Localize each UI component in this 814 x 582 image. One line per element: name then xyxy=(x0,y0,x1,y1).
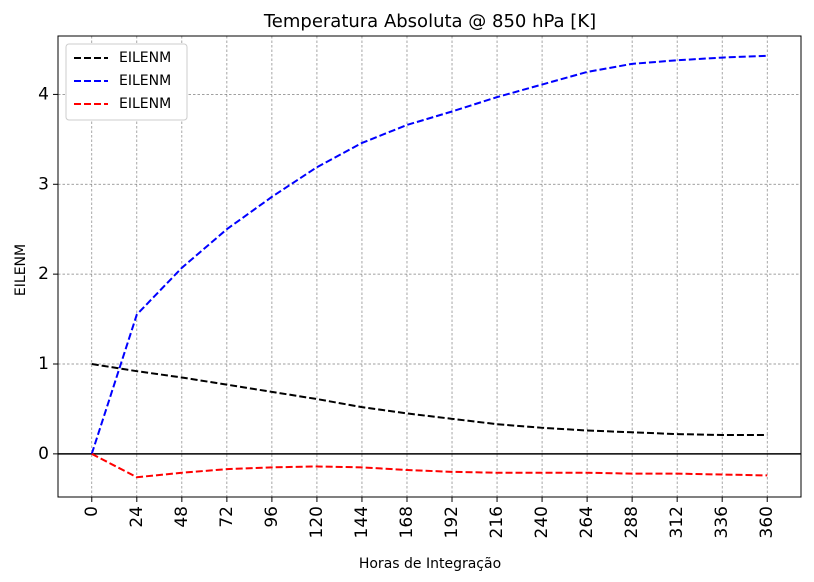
plot-frame xyxy=(57,35,802,498)
x-tick-label: 48 xyxy=(172,506,192,528)
x-tick-label: 192 xyxy=(442,506,462,538)
x-tick-label: 168 xyxy=(397,506,417,538)
legend-label-2: EILENM xyxy=(119,73,171,89)
y-tick-label: 2 xyxy=(38,264,49,284)
y-ticks: 0 1 2 3 4 xyxy=(38,84,58,464)
x-tick-label: 360 xyxy=(757,506,777,538)
x-tick-label: 120 xyxy=(307,506,327,538)
x-tick-label: 264 xyxy=(577,506,597,538)
y-axis-label: EILENM xyxy=(13,244,29,296)
x-tick-label: 96 xyxy=(262,506,282,528)
y-tick-label: 4 xyxy=(38,84,49,104)
x-tick-label: 288 xyxy=(622,506,642,538)
chart-title: Temperatura Absoluta @ 850 hPa [K] xyxy=(263,11,596,32)
legend-box xyxy=(65,43,188,121)
x-axis-label: Horas de Integração xyxy=(359,556,501,572)
y-tick-label: 1 xyxy=(38,354,49,374)
legend: EILENM EILENM EILENM xyxy=(65,43,188,121)
x-tick-label: 0 xyxy=(82,506,102,517)
legend-label-3: EILENM xyxy=(119,96,171,112)
x-tick-label: 144 xyxy=(352,506,372,538)
x-tick-label: 240 xyxy=(532,506,552,538)
x-tick-label: 72 xyxy=(217,506,237,528)
y-tick-label: 3 xyxy=(38,174,49,194)
legend-label-1: EILENM xyxy=(119,50,171,66)
x-tick-label: 336 xyxy=(712,506,732,538)
series-line-3 xyxy=(91,452,768,479)
series-line-1 xyxy=(91,363,768,436)
x-ticks: 0 24 48 72 96 120 144 168 192 216 240 264 288 312 336 3… xyxy=(82,497,777,538)
x-tick-label: 312 xyxy=(667,506,687,538)
series-group xyxy=(90,54,768,479)
y-tick-label: 0 xyxy=(38,444,49,464)
x-tick-label: 216 xyxy=(487,506,507,538)
series-line-2 xyxy=(90,54,768,455)
x-tick-label: 24 xyxy=(127,506,147,528)
